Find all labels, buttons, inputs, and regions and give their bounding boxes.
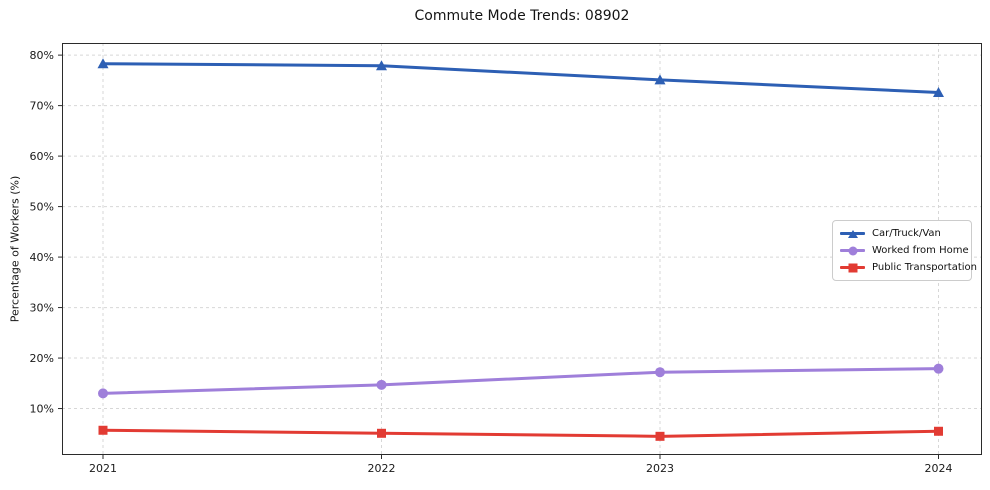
axes-frame xyxy=(62,43,982,455)
y-tick-label: 60% xyxy=(30,150,54,163)
legend-line-sample xyxy=(840,263,865,272)
data-point-car-truck-van xyxy=(376,60,387,71)
data-point-car-truck-van xyxy=(933,86,944,97)
series-line-car-truck-van xyxy=(101,62,940,94)
data-point-worked-from-home xyxy=(376,379,387,390)
y-axis-label: Percentage of Workers (%) xyxy=(8,175,22,323)
legend-item-worked-from-home: Worked from Home xyxy=(840,244,969,257)
x-tick-label: 2023 xyxy=(646,462,674,475)
triangle-marker-icon xyxy=(847,229,858,238)
data-point-worked-from-home xyxy=(98,388,108,399)
series-line-public-transportation xyxy=(101,428,940,438)
data-point-worked-from-home xyxy=(933,363,944,374)
data-point-worked-from-home xyxy=(655,367,665,378)
y-tick-label: 40% xyxy=(30,251,54,264)
y-tick-label: 10% xyxy=(30,403,54,416)
data-point-car-truck-van xyxy=(654,74,666,85)
x-tick-label: 2022 xyxy=(368,462,396,475)
data-point-public-transportation xyxy=(655,431,665,441)
y-tick-label: 70% xyxy=(30,100,54,113)
chart-title: Commute Mode Trends: 08902 xyxy=(414,8,630,24)
legend-line-sample xyxy=(840,229,865,238)
legend-item-public-transportation: Public Transportation xyxy=(840,261,977,274)
data-point-public-transportation xyxy=(98,425,108,435)
y-tick-label: 50% xyxy=(30,201,54,214)
legend-label: Worked from Home xyxy=(872,245,969,256)
y-tick-label: 30% xyxy=(30,302,54,315)
legend: Car/Truck/Van Worked from Home Public Tran… xyxy=(832,220,977,281)
series-line-worked-from-home xyxy=(101,367,940,395)
data-point-public-transportation xyxy=(377,428,386,438)
x-tick-label: 2021 xyxy=(89,462,117,475)
circle-marker-icon xyxy=(848,246,857,255)
legend-line-sample xyxy=(840,246,865,255)
plot-area: 10% 20% 30% 40% 50% 60% 70% 80% 2021 2022 2023 2024 xyxy=(30,43,982,475)
x-tick-label: 2024 xyxy=(925,462,953,475)
legend-label: Public Transportation xyxy=(872,262,977,273)
square-marker-icon xyxy=(848,263,857,272)
data-point-car-truck-van xyxy=(97,58,109,69)
data-point-public-transportation xyxy=(934,426,943,436)
y-tick-label: 80% xyxy=(30,49,54,62)
legend-item-car-truck-van: Car/Truck/Van xyxy=(840,227,964,240)
legend-label: Car/Truck/Van xyxy=(872,228,941,239)
y-tick-label: 20% xyxy=(30,352,54,365)
